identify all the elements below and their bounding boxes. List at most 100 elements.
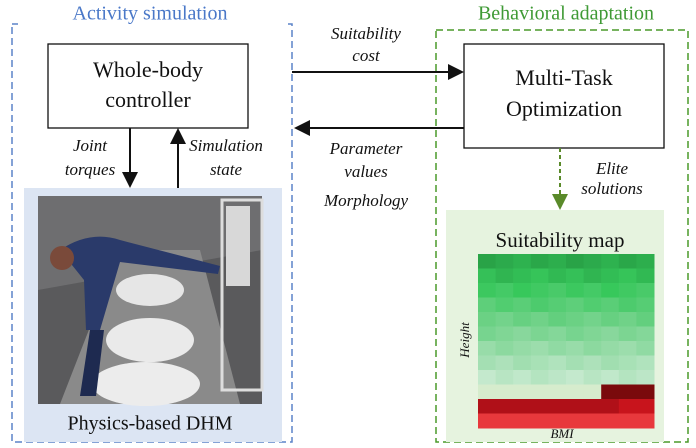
heatmap: [478, 254, 655, 429]
heatmap-cell: [601, 283, 620, 298]
heatmap-cell: [513, 312, 532, 327]
heatmap-cell: [566, 399, 585, 414]
heatmap-cell: [495, 399, 514, 414]
heatmap-cell: [495, 312, 514, 327]
heatmap-cell: [478, 384, 497, 400]
arrow-label: solutions: [581, 179, 643, 198]
arrow-label: torques: [65, 160, 116, 179]
heatmap-cell: [583, 326, 602, 342]
heatmap-cell: [495, 413, 514, 429]
heatmap-cell: [548, 312, 567, 327]
optimizer-box: [463, 43, 665, 149]
heatmap-cell: [636, 413, 655, 429]
heatmap-cell: [583, 254, 602, 269]
heatmap-cell: [530, 370, 549, 385]
heatmap-cell: [601, 254, 620, 269]
heatmap-cell: [530, 355, 549, 371]
heatmap-cell: [548, 283, 567, 298]
heatmap-cell: [548, 268, 567, 284]
heatmap-cell: [513, 399, 532, 414]
arrow-label: Joint: [73, 136, 108, 155]
arrow-label: Morphology: [323, 191, 409, 210]
arrow-label: Simulation: [189, 136, 263, 155]
heatmap-cell: [478, 326, 497, 342]
heatmap-cell: [601, 413, 620, 429]
x-axis-label: BMI: [550, 426, 574, 441]
heatmap-cell: [566, 355, 585, 371]
heatmap-cell: [495, 370, 514, 385]
heatmap-cell: [548, 297, 567, 313]
heatmap-cell: [618, 326, 637, 342]
heatmap-cell: [566, 312, 585, 327]
arrow-label: cost: [352, 46, 381, 65]
heatmap-cell: [513, 254, 532, 269]
heatmap-cell: [548, 341, 567, 356]
heatmap-cell: [566, 341, 585, 356]
heatmap-cell: [513, 384, 532, 400]
left-title: Activity simulation: [73, 3, 228, 25]
heatmap-cell: [583, 384, 602, 400]
heatmap-cell: [513, 283, 532, 298]
heatmap-cell: [548, 413, 567, 429]
heatmap-cell: [583, 283, 602, 298]
heatmap-cell: [601, 268, 620, 284]
heatmap-cell: [495, 283, 514, 298]
heatmap-cell: [478, 297, 497, 313]
heatmap-cell: [566, 370, 585, 385]
heatmap-cell: [513, 268, 532, 284]
y-axis-label: Height: [457, 322, 472, 359]
heatmap-cell: [583, 370, 602, 385]
heatmap-cell: [583, 268, 602, 284]
heatmap-cell: [495, 355, 514, 371]
heatmap-cell: [530, 283, 549, 298]
heatmap-cell: [495, 341, 514, 356]
heatmap-cell: [618, 297, 637, 313]
heatmap-cell: [583, 399, 602, 414]
image-caption: Physics-based DHM: [68, 413, 233, 435]
heatmap-cell: [495, 326, 514, 342]
heatmap-cell: [478, 254, 497, 269]
heatmap-cell: [636, 326, 655, 342]
heatmap-cell: [495, 384, 514, 400]
heatmap-cell: [530, 384, 549, 400]
heatmap-cell: [566, 268, 585, 284]
heatmap-cell: [618, 341, 637, 356]
heatmap-cell: [618, 254, 637, 269]
controller-label: Whole-body: [93, 57, 203, 82]
heatmap-cell: [636, 399, 655, 414]
heatmap-cell: [530, 312, 549, 327]
heatmap-cell: [618, 355, 637, 371]
heatmap-cell: [478, 355, 497, 371]
heatmap-cell: [548, 326, 567, 342]
arrow-label: values: [344, 162, 388, 181]
heatmap-cell: [548, 254, 567, 269]
arrow-label: state: [210, 160, 243, 179]
heatmap-cell: [618, 413, 637, 429]
heatmap-cell: [618, 283, 637, 298]
right-title: Behavioral adaptation: [478, 3, 654, 25]
heatmap-cell: [583, 413, 602, 429]
heatmap-cell: [548, 399, 567, 414]
heatmap-cell: [548, 384, 567, 400]
heatmap-cell: [566, 326, 585, 342]
heatmap-cell: [636, 355, 655, 371]
heatmap-cell: [566, 413, 585, 429]
heatmap-cell: [601, 370, 620, 385]
heatmap-cell: [530, 399, 549, 414]
heatmap-cell: [636, 384, 655, 400]
heatmap-cell: [636, 297, 655, 313]
heatmap-cell: [566, 384, 585, 400]
heatmap-cell: [495, 254, 514, 269]
heatmap-cell: [513, 413, 532, 429]
heatmap-cell: [530, 254, 549, 269]
heatmap-cell: [513, 355, 532, 371]
heatmap-cell: [601, 312, 620, 327]
heatmap-cell: [495, 297, 514, 313]
controller-box: [47, 43, 249, 129]
heatmap-cell: [583, 312, 602, 327]
heatmap-cell: [530, 341, 549, 356]
heatmap-cell: [478, 268, 497, 284]
heatmap-cell: [478, 312, 497, 327]
heatmap-cell: [618, 399, 637, 414]
heatmap-cell: [583, 297, 602, 313]
